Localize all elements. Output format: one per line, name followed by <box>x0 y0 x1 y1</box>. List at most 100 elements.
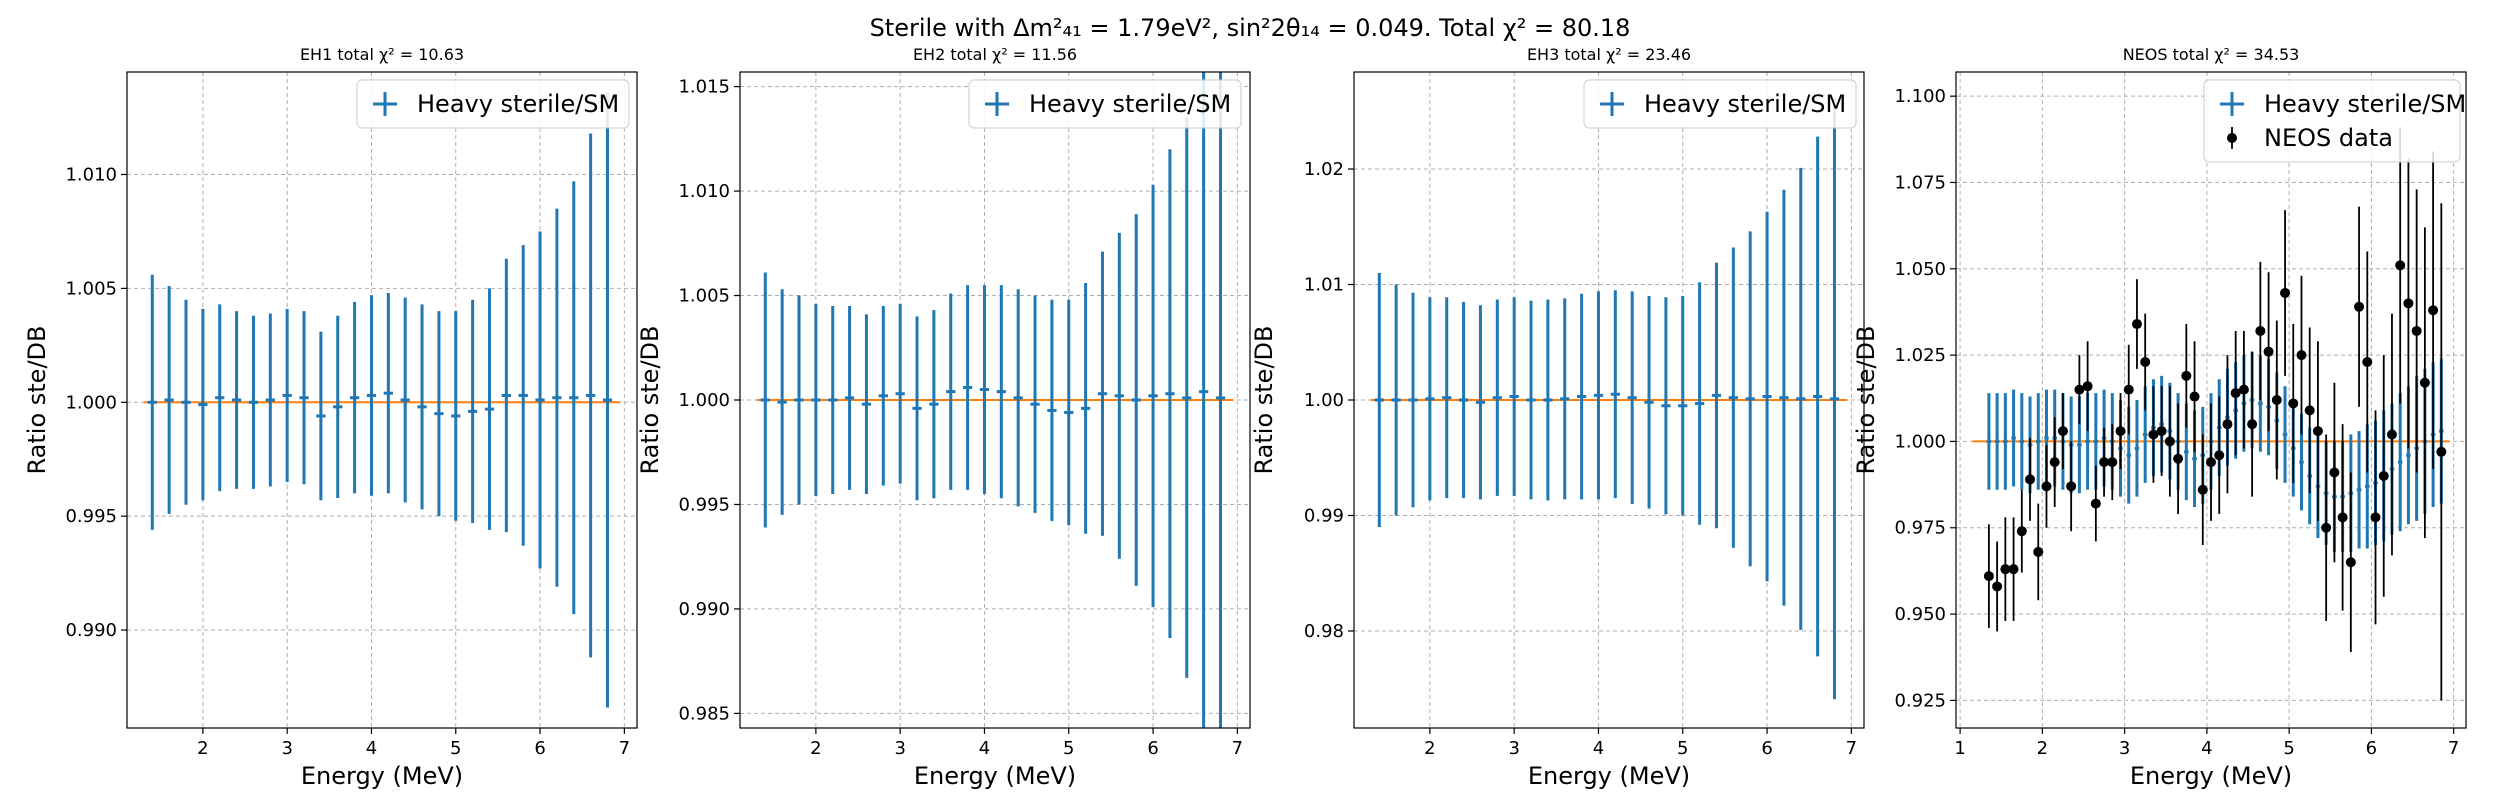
y-axis-label: Ratio ste/DB <box>636 326 664 475</box>
x-tick-label: 5 <box>1677 738 1688 759</box>
legend: Heavy sterile/SM <box>356 79 630 129</box>
data-point <box>2238 384 2249 395</box>
data-point <box>2057 426 2068 437</box>
data-point <box>2066 481 2077 492</box>
data-point <box>2033 546 2044 557</box>
x-tick-label: 7 <box>1232 738 1243 759</box>
x-tick-label: 4 <box>979 738 990 759</box>
plot-area <box>1972 127 2450 701</box>
x-tick-label: 6 <box>534 738 545 759</box>
y-tick-label: 0.990 <box>65 620 117 641</box>
x-axis-label: Energy (MeV) <box>1528 762 1690 790</box>
legend-label: Heavy sterile/SM <box>1644 90 1846 118</box>
data-point <box>2337 512 2348 523</box>
y-axis-label: Ratio ste/DB <box>1852 326 1880 475</box>
y-tick-label: 1.010 <box>678 181 730 202</box>
y-tick-label: 1.000 <box>678 390 730 411</box>
data-point <box>2428 305 2439 316</box>
x-tick-label: 2 <box>197 738 208 759</box>
data-point <box>2197 484 2208 495</box>
legend-label: Heavy sterile/SM <box>417 90 619 118</box>
x-tick-label: 4 <box>1593 738 1604 759</box>
data-point <box>2041 481 2052 492</box>
y-tick-label: 0.99 <box>1304 505 1344 526</box>
panel-title: EH2 total χ² = 11.56 <box>913 45 1077 64</box>
x-tick-label: 6 <box>2366 738 2377 759</box>
data-point <box>1992 581 2003 592</box>
x-tick-label: 5 <box>2283 738 2294 759</box>
data-point <box>2271 395 2282 405</box>
x-tick-label: 7 <box>1846 738 1857 759</box>
x-tick-label: 3 <box>1508 738 1519 759</box>
data-point <box>2263 346 2274 357</box>
y-tick-label: 1.005 <box>65 278 117 299</box>
data-point <box>2354 301 2365 312</box>
x-axis-label: Energy (MeV) <box>914 762 1076 790</box>
data-point <box>2419 377 2430 388</box>
data-point <box>2329 467 2340 478</box>
y-tick-label: 1.02 <box>1304 159 1344 180</box>
data-point <box>2255 325 2266 336</box>
legend: Heavy sterile/SM <box>1583 79 1857 129</box>
y-tick-label: 1.050 <box>1894 259 1946 280</box>
chart-panel-1: 2 3 4 5 6 7 0.990 0.995 1.000 1.005 1.010 Energy (M… <box>23 45 638 790</box>
x-tick-label: 4 <box>2201 738 2212 759</box>
x-tick-label: 4 <box>366 738 377 759</box>
data-point <box>2156 426 2167 437</box>
y-tick-label: 1.01 <box>1304 275 1344 296</box>
data-point <box>2016 526 2027 537</box>
data-point <box>2222 419 2233 430</box>
x-tick-label: 6 <box>1761 738 1772 759</box>
legend: Heavy sterile/SM <box>968 79 1242 129</box>
data-point <box>2082 381 2093 392</box>
y-axis-label: Ratio ste/DB <box>23 326 51 475</box>
data-point <box>2189 391 2200 402</box>
x-tick-label: 5 <box>450 738 461 759</box>
data-point <box>2280 287 2291 298</box>
plot-area <box>143 92 621 708</box>
y-tick-label: 0.995 <box>65 506 117 527</box>
y-axis-label: Ratio ste/DB <box>1250 326 1278 475</box>
chart-panel-4: 1 2 3 4 5 6 7 0.925 0.950 0.975 1.000 1.025 1.050 1.0… <box>1852 45 2467 790</box>
data-point <box>2140 357 2151 368</box>
y-tick-label: 1.100 <box>1894 86 1946 107</box>
panel-title: EH3 total χ² = 23.46 <box>1527 45 1691 64</box>
y-tick-label: 0.98 <box>1304 621 1344 642</box>
y-tick-label: 0.975 <box>1894 518 1946 539</box>
data-point <box>2230 388 2241 399</box>
y-tick-label: 1.000 <box>65 392 117 413</box>
y-tick-label: 1.025 <box>1894 345 1946 366</box>
y-tick-label: 1.015 <box>678 77 730 98</box>
data-point <box>2107 457 2118 468</box>
data-point <box>2362 357 2373 368</box>
x-tick-label: 3 <box>2119 738 2130 759</box>
data-point <box>2288 398 2299 409</box>
figure-suptitle: Sterile with Δm²₄₁ = 1.79eV², sin²2θ₁₄ =… <box>869 14 1631 42</box>
data-point <box>2296 350 2307 361</box>
data-point <box>2074 384 2085 395</box>
legend-label: NEOS data <box>2264 124 2393 152</box>
data-point <box>2131 319 2142 330</box>
data-point <box>2206 457 2216 468</box>
legend-label: Heavy sterile/SM <box>2264 90 2466 118</box>
data-point <box>2008 564 2019 575</box>
plot-area <box>756 72 1234 728</box>
legend-box <box>356 79 630 129</box>
x-tick-label: 7 <box>2448 738 2459 759</box>
x-tick-label: 3 <box>281 738 292 759</box>
x-tick-label: 2 <box>810 738 821 759</box>
data-point <box>2345 557 2356 568</box>
panel-title: EH1 total χ² = 10.63 <box>300 45 464 64</box>
y-tick-label: 1.00 <box>1304 390 1344 411</box>
y-tick-label: 1.005 <box>678 286 730 307</box>
data-point <box>2049 457 2060 468</box>
data-point <box>2247 419 2258 430</box>
legend: Heavy sterile/SM NEOS data <box>2203 79 2466 163</box>
y-tick-label: 0.995 <box>678 494 730 515</box>
panel-title: NEOS total χ² = 34.53 <box>2123 45 2300 64</box>
data-point <box>2304 405 2315 416</box>
data-point <box>2099 457 2110 468</box>
data-point <box>2403 298 2414 309</box>
data-point <box>2115 426 2126 437</box>
x-tick-label: 5 <box>1063 738 1074 759</box>
